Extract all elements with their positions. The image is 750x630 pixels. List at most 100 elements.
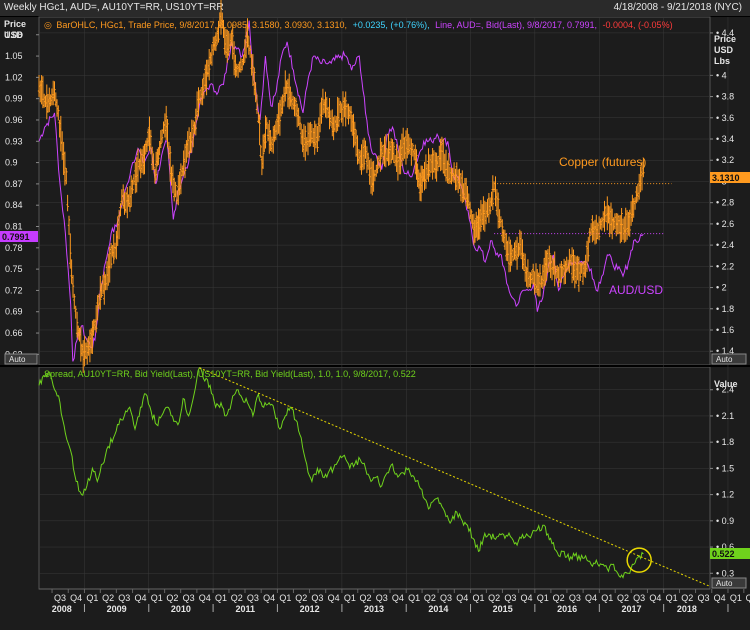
left-tick-label: 0.99 — [5, 94, 23, 104]
lower-tick-label: • 0.3 — [716, 568, 734, 578]
spread-line[interactable] — [38, 367, 644, 579]
quarter-label: Q4 — [649, 593, 661, 603]
upper-legend: ◎ BarOHLC, HGc1, Trade Price, 9/8/2017, … — [44, 20, 673, 30]
right-axis-unit: USD — [714, 45, 734, 55]
year-label: 2010 — [171, 604, 191, 614]
left-axis-unit: USD — [4, 30, 24, 40]
spread-value-tag-text: 0.522 — [712, 549, 735, 559]
upper-right-auto-button[interactable] — [711, 353, 747, 365]
copper-series[interactable] — [37, 0, 645, 373]
quarter-label: Q1 — [279, 593, 291, 603]
right-axis-ticks: • 4.4• 4• 3.8• 3.6• 3.4• 3.2• 3• 2.8• 2.… — [710, 28, 734, 356]
lower-tick-label: • 0.9 — [716, 516, 734, 526]
highlight-circle — [626, 547, 652, 573]
right-tick-label: • 2.6 — [716, 219, 734, 229]
quarter-label: Q1 — [666, 593, 678, 603]
right-tick-label: • 4.4 — [716, 28, 734, 38]
left-tick-label: 0.69 — [5, 307, 23, 317]
upper-left-auto-button[interactable] — [4, 353, 38, 365]
year-label: 2015 — [493, 604, 513, 614]
gridlines — [39, 17, 729, 589]
quarter-label: Q2 — [424, 593, 436, 603]
window-title: Weekly HGc1, AUD=, AU10YT=RR, US10YT=RR — [4, 2, 224, 13]
right-tick-label: • 2 — [716, 283, 727, 293]
quarter-label: Q3 — [504, 593, 516, 603]
lower-tick-label: • 1.2 — [716, 490, 734, 500]
quarter-label: Q2 — [553, 593, 565, 603]
quarter-label: Q3 — [376, 593, 388, 603]
upper-right-auto-label: Auto — [716, 355, 733, 364]
quarter-label: Q4 — [714, 593, 726, 603]
lower-auto-button[interactable] — [711, 577, 747, 589]
lower-legend: Spread, AU10YT=RR, Bid Yield(Last), US10… — [44, 369, 416, 379]
quarter-label: Q2 — [681, 593, 693, 603]
year-label: 2018 — [677, 604, 697, 614]
copper-annotation: Copper (futures) — [559, 155, 646, 169]
right-tick-label: • 3.4 — [716, 134, 734, 144]
quarter-label: Q1 — [730, 593, 742, 603]
right-tick-label: • 3.8 — [716, 92, 734, 102]
quarter-label: Q3 — [247, 593, 259, 603]
quarter-label: Q1 — [86, 593, 98, 603]
quarter-label: Q3 — [118, 593, 130, 603]
legend-aud: Line, AUD=, Bid(Last), 9/8/2017, 0.7991, — [435, 20, 597, 30]
aud-value-tag — [0, 231, 38, 242]
right-tick-label: • 3.2 — [716, 155, 734, 165]
left-tick-label: 1.02 — [5, 72, 23, 82]
right-tick-label: • 4 — [716, 70, 727, 80]
right-axis-title: Price — [714, 34, 736, 44]
left-tick-label: 1.08 — [5, 30, 23, 40]
lower-tick-label: • 1.5 — [716, 463, 734, 473]
quarter-label: Q1 — [537, 593, 549, 603]
upper-left-auto-label: Auto — [9, 355, 26, 364]
quarter-label: Q1 — [344, 593, 356, 603]
right-tick-label: • 2.8 — [716, 198, 734, 208]
year-label: 2013 — [364, 604, 384, 614]
copper-value-tag — [710, 172, 750, 183]
lower-tick-label: • 2.4 — [716, 385, 734, 395]
quarter-label: Q2 — [360, 593, 372, 603]
quarter-label: Q4 — [199, 593, 211, 603]
left-axis-title: Price — [4, 19, 26, 29]
left-tick-label: 0.9 — [5, 158, 18, 168]
quarter-label: Q2 — [102, 593, 114, 603]
year-label: 2016 — [557, 604, 577, 614]
spread-trendline[interactable] — [199, 367, 711, 587]
quarter-label: Q4 — [392, 593, 404, 603]
quarter-label: Q3 — [440, 593, 452, 603]
year-label: 2012 — [300, 604, 320, 614]
lower-axis-ticks: • 2.4 • 2.1 • 1.8 • 1.5 • 1.2 • 0.9 • 0.6 • 0.3 — [710, 385, 734, 578]
quarter-label: Q1 — [472, 593, 484, 603]
quarter-label: Q4 — [134, 593, 146, 603]
upper-pane-frame — [38, 16, 711, 366]
quarter-label: Q1 — [151, 593, 163, 603]
lower-tick-label: • 1.8 — [716, 437, 734, 447]
quarter-label: Q2 — [617, 593, 629, 603]
quarter-label: Q2 — [231, 593, 243, 603]
lower-tick-label: • 0.6 — [716, 542, 734, 552]
quarter-label: Q3 — [183, 593, 195, 603]
aud-value-tag-text: 0.7991 — [2, 232, 30, 242]
quarter-label: Q2 — [166, 593, 178, 603]
year-label: 2017 — [621, 604, 641, 614]
left-tick-label: 0.93 — [5, 136, 23, 146]
quarter-label: Q3 — [697, 593, 709, 603]
aud-annotation: AUD/USD — [609, 283, 663, 297]
reference-lines — [494, 183, 672, 235]
spread-value-tag — [710, 548, 750, 559]
copper-ohlc-bars[interactable] — [37, 0, 645, 373]
right-tick-label: • 1.6 — [716, 325, 734, 335]
right-tick-label: • 3.6 — [716, 113, 734, 123]
right-tick-label: • 1.4 — [716, 346, 734, 356]
quarter-label: Q4 — [70, 593, 82, 603]
year-label: 2008 — [52, 604, 72, 614]
quarter-label: Q1 — [408, 593, 420, 603]
spread-series[interactable] — [38, 367, 644, 579]
quarter-label: Q1 — [215, 593, 227, 603]
left-tick-label: 0.84 — [5, 200, 23, 210]
year-label: 2011 — [235, 604, 255, 614]
quarter-label: Q2 — [488, 593, 500, 603]
quarter-label: Q3 — [569, 593, 581, 603]
